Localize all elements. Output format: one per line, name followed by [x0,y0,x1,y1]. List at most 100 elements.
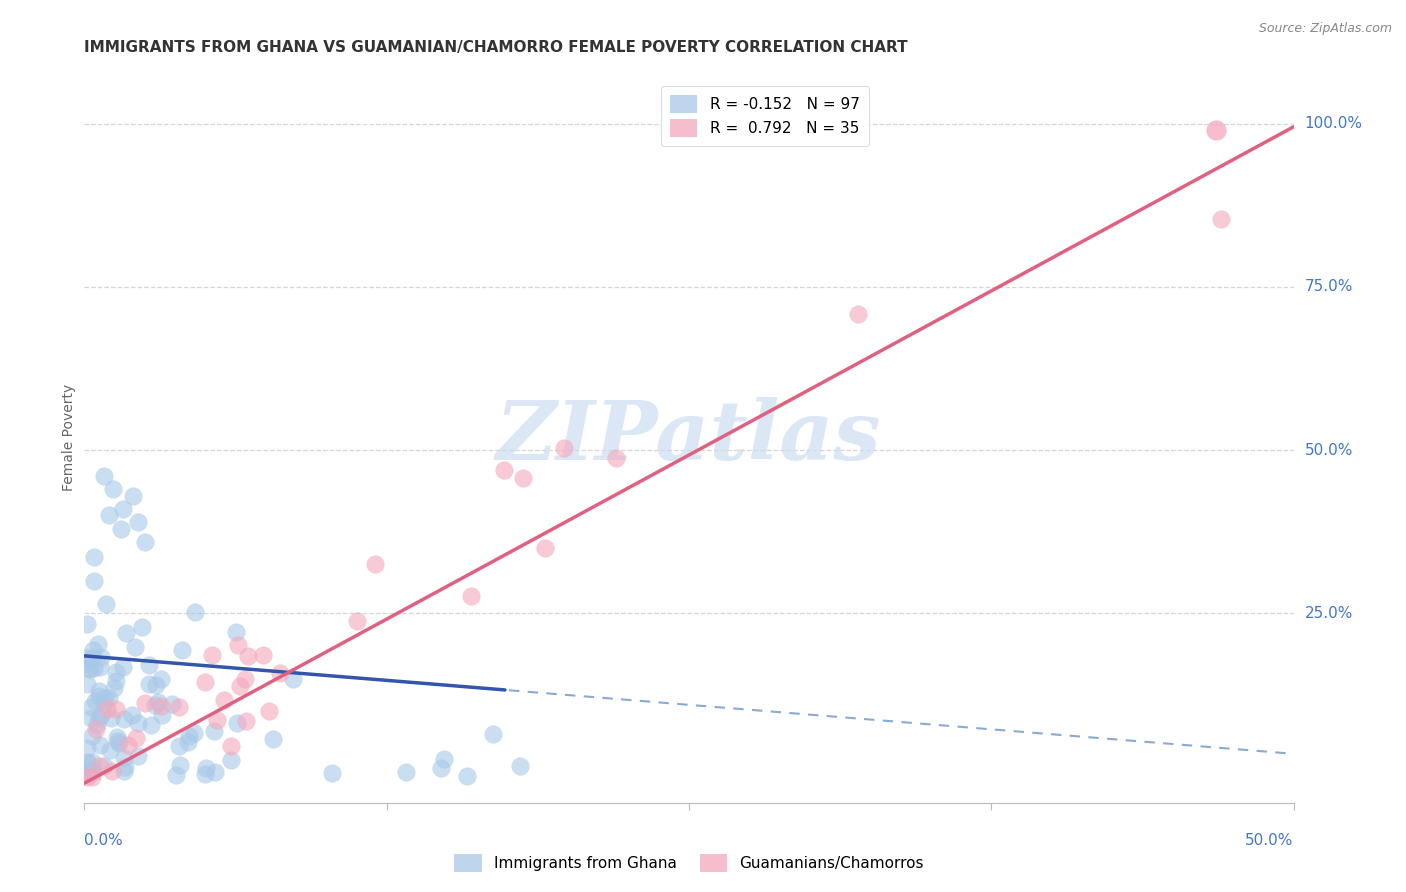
Point [76,651,98,665]
Point [93,469,115,483]
Point [121,708,143,723]
Point [283,672,305,686]
Point [150,672,173,686]
Point [160,698,183,712]
Point [204,764,226,779]
Point [76,656,98,670]
Text: 0.0%: 0.0% [84,833,124,848]
Point [456,769,478,783]
Point [76,770,98,784]
Point [146,695,169,709]
Point [460,589,482,603]
Text: 100.0%: 100.0% [1305,116,1362,131]
Point [87,637,110,651]
Point [76,764,98,778]
Point [82,765,104,780]
Point [321,766,343,780]
Point [98,690,121,705]
Point [553,441,575,455]
Point [235,714,257,728]
Point [114,760,136,774]
Point [363,558,385,572]
Point [87,683,110,698]
Point [172,643,194,657]
Point [93,759,115,773]
Point [176,735,198,749]
Point [221,739,243,753]
Point [76,756,98,770]
Point [77,756,100,770]
Point [110,521,132,535]
Point [141,717,163,731]
Point [207,713,229,727]
Point [105,665,128,679]
Point [82,755,104,769]
Point [430,760,453,774]
Point [77,660,100,674]
Point [84,722,107,736]
Point [492,462,515,476]
Point [98,743,121,757]
Point [117,738,139,752]
Point [509,759,531,773]
Point [93,696,115,710]
Point [143,698,166,712]
Point [134,534,156,549]
Point [89,739,111,753]
Point [127,515,149,529]
Point [225,624,247,639]
Point [167,739,190,754]
Point [80,699,103,714]
Point [269,666,291,681]
Point [201,648,224,662]
Point [89,758,111,772]
Point [114,626,136,640]
Point [169,699,191,714]
Point [89,689,111,703]
Point [76,616,98,631]
Legend: Immigrants from Ghana, Guamanians/Chamorros: Immigrants from Ghana, Guamanians/Chamor… [447,847,931,880]
Point [184,605,207,619]
Point [94,690,117,705]
Point [433,752,456,766]
Point [112,660,135,674]
Point [124,640,146,654]
Point [512,471,534,485]
Point [177,729,200,743]
Point [1205,123,1227,137]
Point [112,502,135,516]
Point [195,761,218,775]
Point [228,638,250,652]
Point [76,741,98,756]
Point [134,696,156,710]
Point [202,724,225,739]
Point [236,649,259,664]
Point [225,715,247,730]
Point [262,731,284,746]
Point [100,711,122,725]
Point [252,648,274,663]
Point [104,673,127,688]
Point [80,651,103,665]
Point [138,658,160,673]
Point [80,711,103,725]
Point [97,508,120,523]
Text: 25.0%: 25.0% [1305,606,1353,621]
Point [83,549,105,564]
Point [145,678,167,692]
Point [101,764,124,779]
Point [83,694,105,708]
Point [82,643,104,657]
Point [82,764,104,779]
Text: 75.0%: 75.0% [1305,279,1353,294]
Text: IMMIGRANTS FROM GHANA VS GUAMANIAN/CHAMORRO FEMALE POVERTY CORRELATION CHART: IMMIGRANTS FROM GHANA VS GUAMANIAN/CHAMO… [84,40,908,55]
Point [346,614,368,628]
Point [112,712,135,726]
Point [86,717,108,731]
Point [165,768,187,782]
Point [76,676,98,690]
Point [214,692,236,706]
Point [150,707,173,722]
Point [534,541,557,555]
Point [605,451,627,466]
